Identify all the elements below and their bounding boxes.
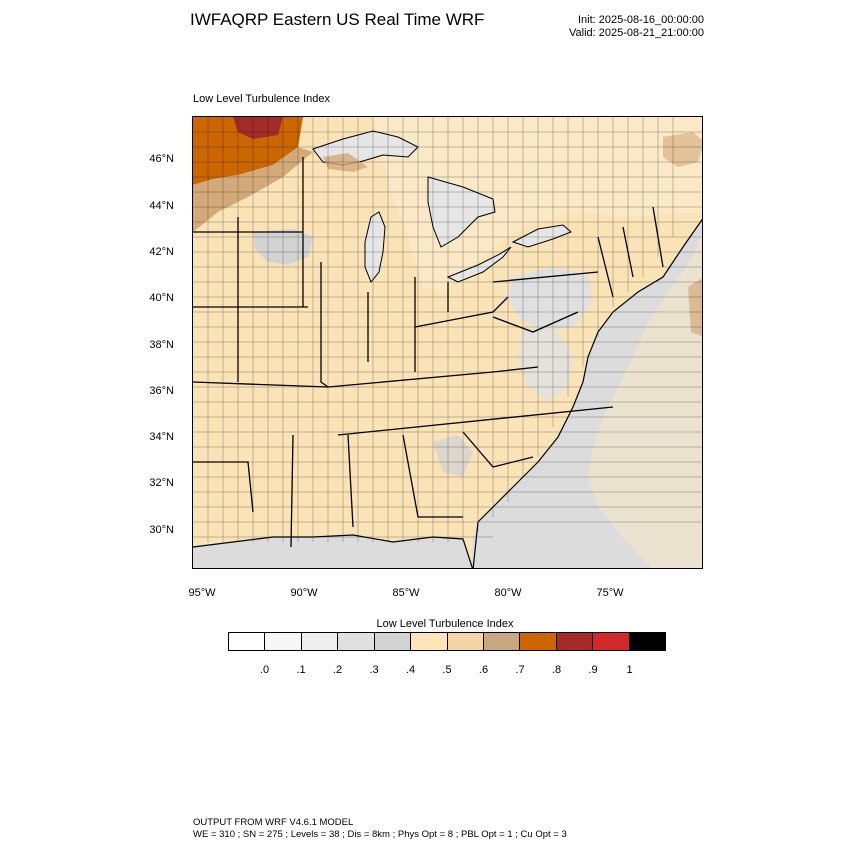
lon-tick-75w: 75°W [596, 587, 624, 599]
init-time: Init: 2025-08-16_00:00:00 [578, 14, 704, 26]
very-high-turbulence-region [233, 117, 283, 139]
lat-tick-32n: 32°N [149, 477, 174, 489]
colorbar-title: Low Level Turbulence Index [376, 618, 514, 630]
lat-tick-36n: 36°N [149, 385, 174, 397]
lat-tick-34n: 34°N [149, 431, 174, 443]
lon-tick-85w: 85°W [392, 587, 420, 599]
colorbar-label: .3 [369, 664, 379, 676]
footer-model-line: OUTPUT FROM WRF V4.6.1 MODEL [193, 817, 354, 828]
footer-config-line: WE = 310 ; SN = 275 ; Levels = 38 ; Dis … [193, 829, 567, 840]
gray-patch-pennsylvania [508, 267, 593, 332]
colorbar-label: .7 [515, 664, 525, 676]
canada-region [373, 117, 702, 292]
lon-tick-95w: 95°W [188, 587, 216, 599]
colorbar-cell [229, 633, 266, 650]
colorbar-cell [374, 633, 412, 650]
lat-tick-30n: 30°N [149, 524, 174, 536]
colorbar-cell [520, 633, 557, 650]
gulf-coastline [193, 534, 473, 568]
colorbar-label: .1 [296, 664, 306, 676]
colorbar-cell [629, 633, 666, 650]
tan-patch-quebec [663, 132, 702, 167]
colorbar-cell [447, 633, 484, 650]
tan-region-superior [323, 153, 368, 172]
lat-tick-46n: 46°N [149, 153, 174, 165]
colorbar-cell [556, 633, 594, 650]
map-field-label: Low Level Turbulence Index [193, 93, 330, 105]
state-boundaries [193, 157, 664, 548]
lon-tick-80w: 80°W [494, 587, 522, 599]
lon-tick-90w: 90°W [290, 587, 318, 599]
map-panel [192, 116, 703, 569]
gulf-of-mexico [193, 535, 473, 568]
colorbar-cell [593, 633, 630, 650]
colorbar-cell [411, 633, 448, 650]
county-lines [193, 117, 702, 542]
colorbar-label: .6 [478, 664, 489, 676]
lat-tick-40n: 40°N [149, 292, 174, 304]
offshore-band [588, 232, 702, 568]
colorbar-label: .2 [332, 664, 343, 676]
atlantic-coastline [472, 218, 702, 568]
colorbar-cell [301, 633, 339, 650]
map-svg [193, 117, 702, 568]
gray-patch-virginia [518, 327, 573, 402]
colorbar-cell [483, 633, 521, 650]
colorbar-label: .9 [588, 664, 598, 676]
lake-michigan [364, 211, 386, 283]
colorbar-label: 1 [626, 664, 633, 676]
colorbar [228, 632, 666, 651]
lat-tick-42n: 42°N [149, 246, 174, 258]
valid-time: Valid: 2025-08-21_21:00:00 [569, 27, 704, 39]
lat-tick-38n: 38°N [149, 339, 174, 351]
colorbar-cell [338, 633, 375, 650]
lat-tick-44n: 44°N [149, 200, 174, 212]
tan-patch-offshore [688, 278, 702, 337]
colorbar-label: .4 [405, 664, 416, 676]
plot-title: IWFAQRP Eastern US Real Time WRF [190, 10, 485, 29]
colorbar-label: .0 [259, 664, 270, 676]
colorbar-cell [265, 633, 302, 650]
colorbar-label: .5 [442, 664, 452, 676]
colorbar-label: .8 [551, 664, 562, 676]
